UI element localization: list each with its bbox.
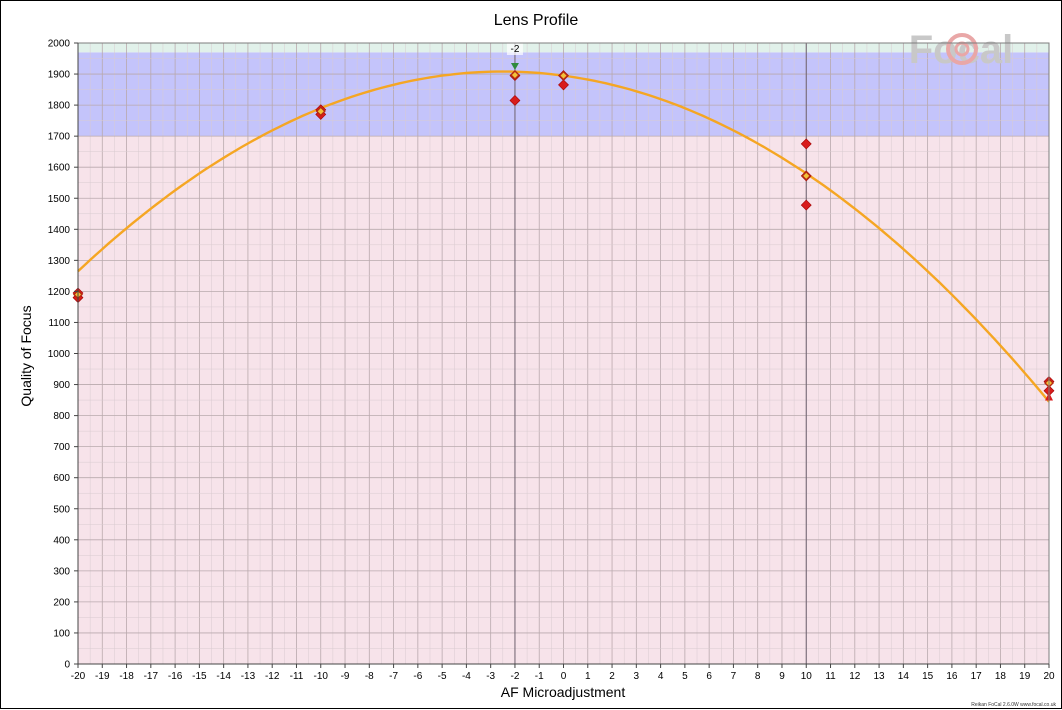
y-tick-label-8: 800	[53, 411, 70, 422]
y-tick-label-6: 600	[53, 473, 70, 484]
mean-point-3	[558, 70, 569, 81]
logo-ring-icon	[946, 33, 978, 65]
y-tick-label-2: 200	[53, 597, 70, 608]
chart-title: Lens Profile	[494, 12, 579, 29]
tick-labels: -20 -19 -18 -17 -16 -15 -14 -13 -12 -11 -10 -9 -8 -7-…	[48, 39, 1055, 683]
focal-logo: Focal	[909, 28, 1013, 72]
x-tick-label-6: -14	[216, 671, 231, 682]
y-tick-label-5: 500	[53, 504, 70, 515]
y-tick-label-19: 1900	[48, 70, 71, 81]
x-tick-label-2: -18	[119, 671, 134, 682]
x-tick-label-8: -12	[265, 671, 280, 682]
data-point-10	[800, 199, 812, 211]
x-tick-label-18: -2	[510, 671, 519, 682]
mean-point-2	[509, 69, 520, 80]
x-tick-label-33: 13	[874, 671, 886, 682]
y-tick-label-0: 0	[64, 660, 70, 671]
x-tick-label-31: 11	[825, 671, 836, 682]
y-tick-label-3: 300	[53, 566, 70, 577]
x-tick-label-19: -1	[535, 671, 544, 682]
x-tick-label-30: 10	[801, 671, 813, 682]
best-arrow-icon	[510, 63, 519, 70]
mean-point-4	[801, 170, 812, 181]
data-points	[72, 69, 1055, 401]
x-tick-label-40: 20	[1043, 671, 1055, 682]
x-tick-label-10: -10	[314, 671, 329, 682]
x-tick-label-5: -15	[192, 671, 207, 682]
x-tick-label-38: 18	[995, 671, 1007, 682]
x-tick-label-20: 0	[561, 671, 567, 682]
x-axis-label: AF Microadjustment	[501, 684, 626, 700]
y-tick-label-12: 1200	[48, 287, 71, 298]
y-tick-label-18: 1800	[48, 101, 71, 112]
credit-text: Reikan FoCal 2.6.0W www.focal.co.uk	[971, 702, 1056, 708]
data-point-5	[509, 95, 521, 106]
x-tick-label-24: 4	[658, 671, 664, 682]
x-tick-label-39: 19	[1019, 671, 1031, 682]
x-tick-label-29: 9	[779, 671, 785, 682]
x-tick-label-23: 3	[634, 671, 640, 682]
x-tick-label-17: -3	[486, 671, 495, 682]
y-tick-label-1: 100	[53, 628, 70, 639]
x-tick-label-15: -5	[438, 671, 447, 682]
x-tick-label-3: -17	[144, 671, 159, 682]
best-markers: -2	[506, 41, 523, 70]
mean-point-1	[315, 106, 326, 117]
x-tick-label-9: -11	[290, 671, 304, 682]
data-point-7	[558, 79, 569, 91]
x-tick-label-0: -20	[71, 671, 86, 682]
data-point-8	[800, 138, 812, 150]
x-tick-label-37: 17	[971, 671, 983, 682]
y-tick-label-16: 1600	[48, 163, 71, 174]
x-tick-label-26: 6	[706, 671, 712, 682]
y-tick-label-11: 1100	[48, 318, 70, 329]
x-tick-label-34: 14	[898, 671, 910, 682]
x-tick-label-22: 2	[609, 671, 615, 682]
y-tick-label-17: 1700	[48, 132, 71, 143]
y-tick-label-9: 900	[53, 380, 70, 391]
x-tick-label-28: 8	[755, 671, 761, 682]
x-tick-label-12: -8	[365, 671, 374, 682]
y-tick-label-15: 1500	[48, 194, 71, 205]
grid-lines	[77, 42, 1050, 665]
best-label-bg	[506, 41, 523, 55]
x-tick-label-32: 12	[849, 671, 861, 682]
x-tick-label-13: -7	[389, 671, 398, 682]
x-tick-label-27: 7	[731, 671, 737, 682]
x-tick-label-35: 15	[922, 671, 934, 682]
x-tick-label-14: -6	[413, 671, 422, 682]
y-tick-label-7: 700	[53, 442, 70, 453]
x-tick-label-21: 1	[585, 671, 591, 682]
y-axis-label: Quality of Focus	[18, 305, 34, 406]
best-label: -2	[510, 44, 519, 55]
y-tick-label-14: 1400	[48, 225, 71, 236]
y-tick-label-10: 1000	[48, 349, 71, 360]
y-tick-label-4: 400	[53, 535, 70, 546]
x-tick-label-16: -4	[462, 671, 471, 682]
x-tick-label-11: -9	[341, 671, 350, 682]
x-tick-label-4: -16	[168, 671, 183, 682]
x-tick-label-25: 5	[682, 671, 688, 682]
x-tick-label-36: 16	[946, 671, 958, 682]
x-tick-label-7: -13	[241, 671, 256, 682]
y-tick-label-13: 1300	[48, 256, 71, 267]
y-tick-label-20: 2000	[48, 39, 71, 50]
x-tick-label-1: -19	[95, 671, 110, 682]
